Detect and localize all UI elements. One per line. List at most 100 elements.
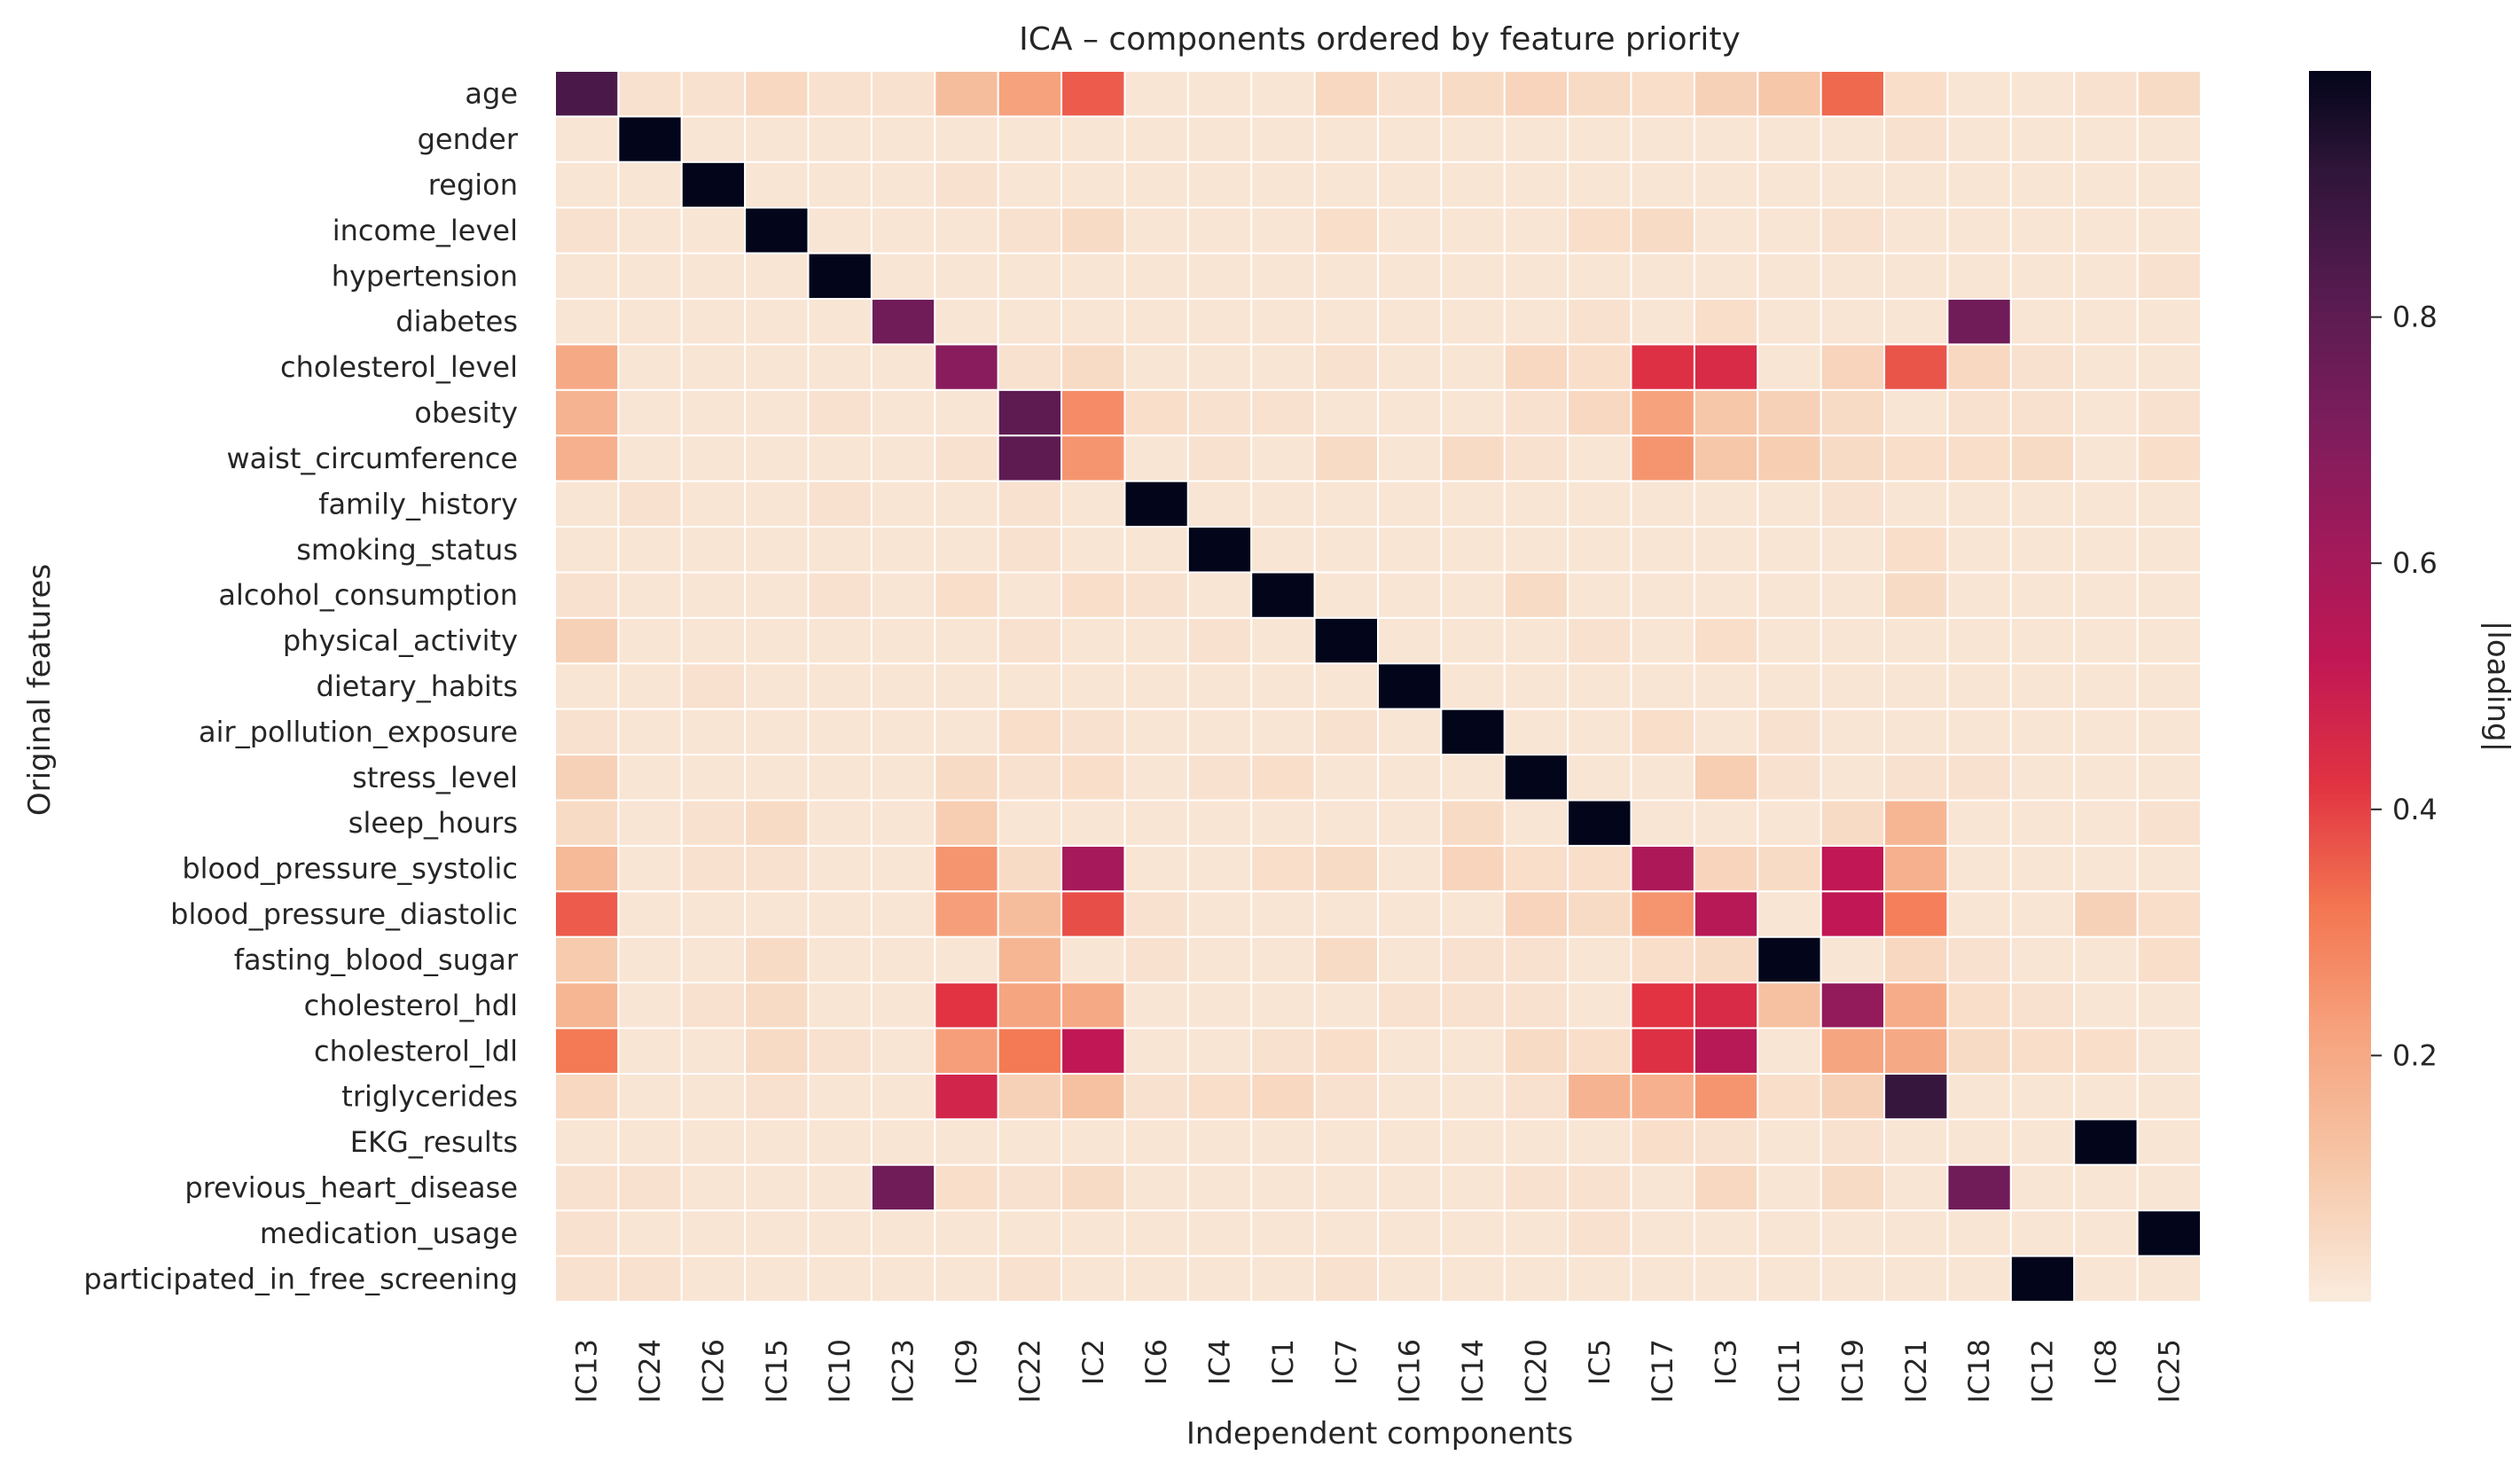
heatmap-cell (1250, 754, 1316, 802)
heatmap-cell (1123, 1255, 1189, 1303)
heatmap-cell (1377, 388, 1443, 437)
heatmap-cell (1946, 1163, 2012, 1212)
heatmap-cell (1377, 1209, 1443, 1257)
row-label: diabetes (395, 305, 518, 339)
heatmap-cell (870, 799, 936, 847)
heatmap-cell (1883, 935, 1949, 984)
heatmap-cell (744, 70, 810, 118)
heatmap-cell (617, 526, 683, 574)
heatmap-cell (744, 1118, 810, 1166)
heatmap-cell (1946, 616, 2012, 665)
column-label: IC26 (696, 1339, 730, 1404)
heatmap-cell (1693, 480, 1759, 528)
heatmap-cell (744, 252, 810, 301)
heatmap-cell (1186, 890, 1253, 938)
heatmap-cell (870, 844, 936, 893)
heatmap-cell (1946, 844, 2012, 893)
heatmap-cell (807, 434, 873, 482)
heatmap-cell (997, 160, 1063, 209)
heatmap-cell (1060, 388, 1126, 437)
column-label: IC3 (1710, 1339, 1743, 1385)
heatmap-cell (1946, 754, 2012, 802)
heatmap-cell (617, 480, 683, 528)
heatmap-cell (2073, 616, 2139, 665)
heatmap-cell (997, 434, 1063, 482)
heatmap-cell (1440, 844, 1506, 893)
heatmap-cell (2073, 434, 2139, 482)
heatmap-cell (1250, 1118, 1316, 1166)
heatmap-cell (1946, 662, 2012, 710)
heatmap-cell (1567, 1072, 1632, 1121)
heatmap-cell (1757, 754, 1822, 802)
heatmap-cell (1123, 70, 1189, 118)
heatmap-cell (1186, 935, 1253, 984)
heatmap-cell (1630, 935, 1695, 984)
heatmap-cell (1630, 799, 1695, 847)
heatmap-cell (870, 1118, 936, 1166)
heatmap-cell (1313, 844, 1379, 893)
heatmap-cell (1883, 890, 1949, 938)
heatmap-cell (1693, 662, 1759, 710)
heatmap-cell (1946, 708, 2012, 756)
heatmap-cell (1313, 1118, 1379, 1166)
heatmap-cell (870, 298, 936, 346)
heatmap-cell (617, 207, 683, 254)
heatmap-cell (2073, 1255, 2139, 1303)
heatmap-cell (1440, 1118, 1506, 1166)
heatmap-cell (2073, 662, 2139, 710)
row-label: alcohol_consumption (218, 578, 518, 612)
heatmap-cell (1820, 1163, 1886, 1212)
heatmap-cell (554, 1163, 620, 1212)
heatmap-cell (1757, 1163, 1822, 1212)
heatmap-cell (1946, 70, 2012, 118)
heatmap-cell (1123, 434, 1189, 482)
heatmap-cell (1693, 388, 1759, 437)
heatmap-cell (1060, 1209, 1126, 1257)
heatmap-cell (1060, 662, 1126, 710)
heatmap-cell (1313, 1027, 1379, 1075)
heatmap-cell (1186, 343, 1253, 391)
heatmap-cell (1883, 982, 1949, 1029)
heatmap-cell (1250, 1072, 1316, 1121)
heatmap-cell (997, 115, 1063, 163)
heatmap-cell (1946, 935, 2012, 984)
column-label: IC9 (950, 1339, 983, 1385)
heatmap-cell (1883, 298, 1949, 346)
heatmap-cell (1123, 388, 1189, 437)
heatmap-cell (2009, 252, 2076, 301)
heatmap-cell (1820, 298, 1886, 346)
heatmap-cell (1186, 526, 1253, 574)
heatmap-cell (1567, 434, 1632, 482)
heatmap-cell (1440, 1163, 1506, 1212)
heatmap-cell (1630, 1072, 1695, 1121)
heatmap-cell (680, 298, 747, 346)
heatmap-cell (680, 160, 747, 209)
heatmap-cell (680, 935, 747, 984)
heatmap-cell (1377, 1163, 1443, 1212)
heatmap-cell (2009, 526, 2076, 574)
heatmap-cell (1440, 935, 1506, 984)
heatmap-cell (934, 982, 999, 1029)
heatmap-cell (617, 388, 683, 437)
row-label: region (428, 168, 518, 202)
column-label: IC2 (1076, 1339, 1110, 1385)
heatmap-cell (1313, 207, 1379, 254)
heatmap-cell (2009, 708, 2076, 756)
row-label: participated_in_free_screening (83, 1262, 518, 1295)
heatmap-cell (680, 571, 747, 619)
heatmap-cell (554, 616, 620, 665)
heatmap-cell (2073, 571, 2139, 619)
heatmap-cell (1313, 982, 1379, 1029)
heatmap-cell (554, 890, 620, 938)
heatmap-cell (2009, 343, 2076, 391)
heatmap-cell (1377, 526, 1443, 574)
heatmap-cell (680, 1163, 747, 1212)
heatmap-cell (1757, 1027, 1822, 1075)
column-label: IC7 (1329, 1339, 1363, 1385)
heatmap-cell (1883, 480, 1949, 528)
heatmap-cell (1693, 526, 1759, 574)
heatmap-cell (1313, 616, 1379, 665)
row-label: gender (418, 122, 519, 156)
heatmap-cell (1313, 115, 1379, 163)
heatmap-cell (1883, 1118, 1949, 1166)
